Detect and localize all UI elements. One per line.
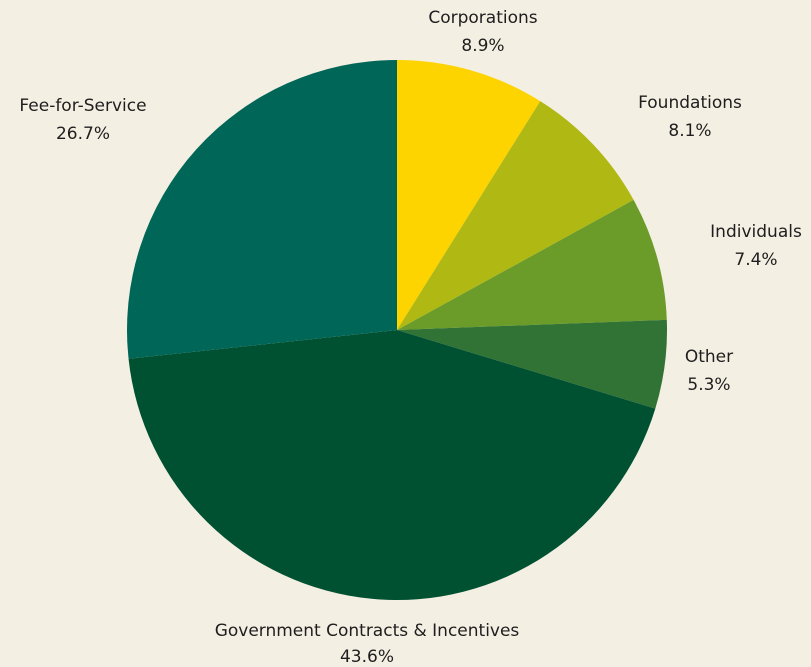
slice-value-other: 5.3% [687, 375, 730, 395]
slice-label-corporations: Corporations [428, 8, 537, 28]
pie-slice-other [397, 319, 667, 409]
slice-value-individuals: 7.4% [734, 250, 777, 270]
slice-label-other: Other [685, 347, 733, 367]
slice-label-individuals: Individuals [710, 222, 802, 242]
slice-label-fee-for-service: Fee-for-Service [19, 96, 146, 116]
slice-label-foundations: Foundations [638, 93, 742, 113]
pie-slice-corporations [397, 60, 541, 330]
pie-slice-fee-for-service [127, 60, 398, 359]
slice-value-government: 43.6% [340, 647, 394, 667]
slice-label-government: Government Contracts & Incentives [215, 621, 520, 641]
slice-value-fee-for-service: 26.7% [56, 124, 110, 144]
pie-slice-individuals [397, 199, 667, 330]
pie-slice-government-contracts-incentives [128, 330, 656, 600]
pie-slices [127, 60, 667, 600]
slice-value-foundations: 8.1% [668, 121, 711, 141]
pie-slice-foundations [397, 101, 634, 331]
pie-labels: Corporations 8.9% Foundations 8.1% Indiv… [19, 8, 802, 667]
slice-value-corporations: 8.9% [461, 36, 504, 56]
